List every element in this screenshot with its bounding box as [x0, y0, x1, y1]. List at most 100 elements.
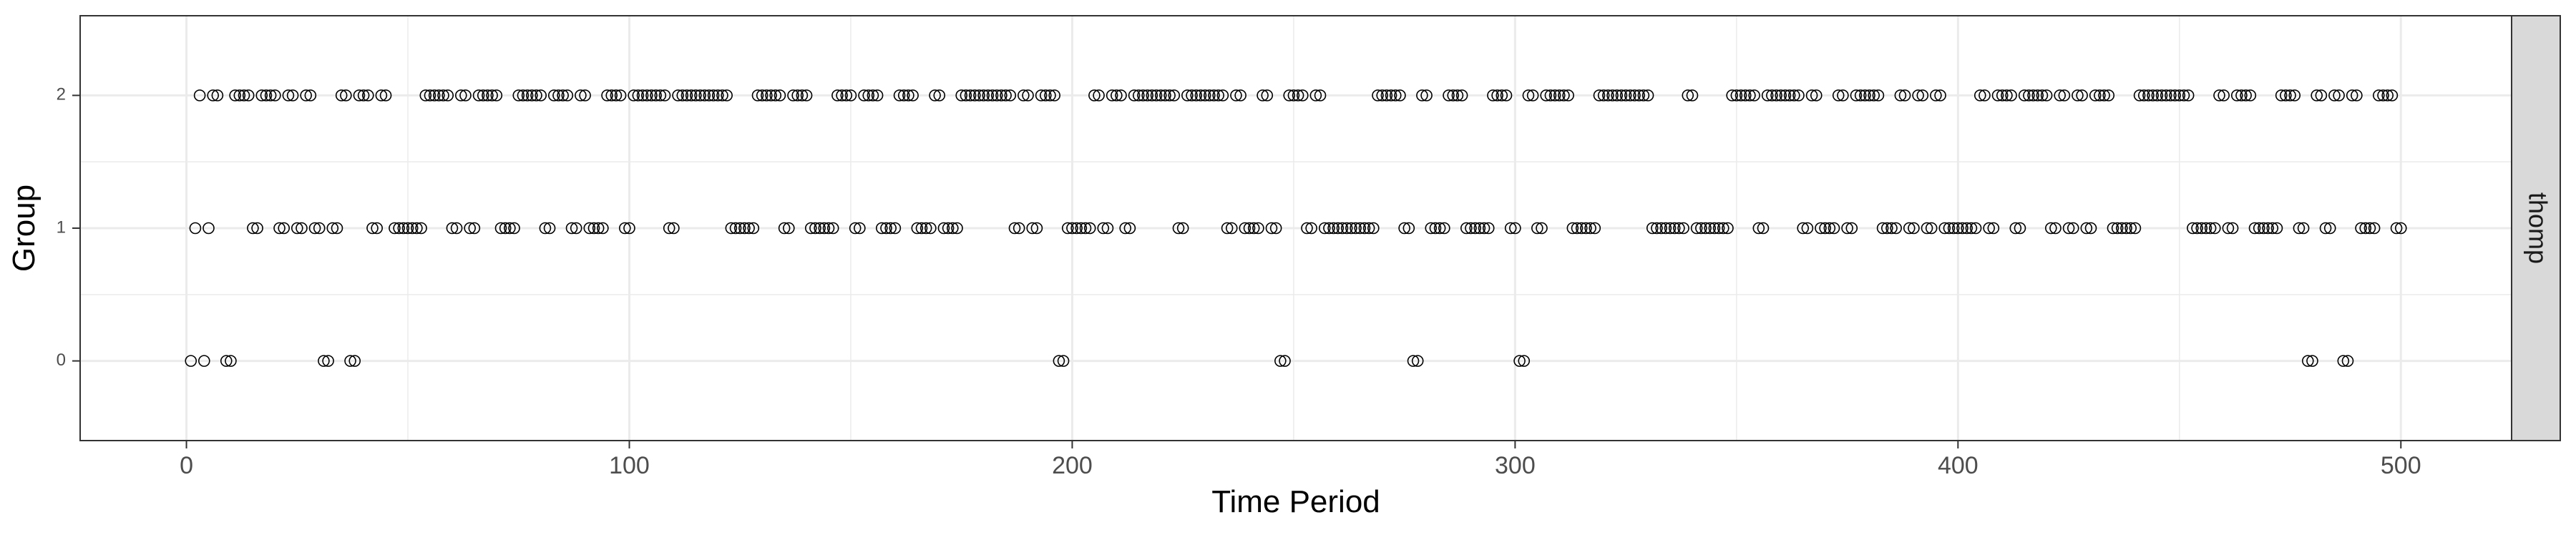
data-point	[1376, 89, 1388, 102]
data-point	[2005, 89, 2017, 102]
data-point	[964, 89, 977, 102]
data-point	[800, 89, 813, 102]
data-point	[504, 222, 516, 235]
data-point	[858, 89, 870, 102]
data-point	[1380, 89, 1393, 102]
data-point	[2368, 222, 2381, 235]
data-point	[1429, 222, 1442, 235]
data-point	[2386, 89, 2399, 102]
data-point	[1845, 222, 1858, 235]
data-point	[1367, 222, 1380, 235]
x-tick-label: 100	[609, 452, 650, 479]
data-point	[1938, 222, 1951, 235]
data-point	[1460, 222, 1473, 235]
data-point	[508, 222, 520, 235]
y-tick-label: 2	[57, 85, 66, 104]
data-point	[1894, 89, 1907, 102]
data-point	[1252, 222, 1264, 235]
y-tick-label: 1	[57, 217, 66, 237]
data-point	[1088, 89, 1101, 102]
data-point	[1079, 222, 1092, 235]
data-point	[446, 222, 459, 235]
data-point	[1407, 355, 1420, 367]
data-point	[2355, 222, 2367, 235]
data-point	[1815, 222, 1827, 235]
data-point	[1111, 89, 1123, 102]
data-point	[902, 89, 914, 102]
data-point	[1593, 89, 1606, 102]
data-point	[632, 89, 645, 102]
data-point	[919, 222, 932, 235]
data-point	[468, 222, 481, 235]
data-point	[645, 89, 658, 102]
data-point	[1584, 222, 1596, 235]
data-point	[415, 222, 427, 235]
data-point	[2173, 89, 2186, 102]
data-point	[854, 222, 866, 235]
data-point	[809, 222, 821, 235]
data-point	[1558, 89, 1570, 102]
data-point	[982, 89, 995, 102]
data-point	[884, 222, 897, 235]
data-point	[375, 89, 388, 102]
data-point	[2018, 89, 2031, 102]
data-point	[1416, 89, 1428, 102]
data-point	[570, 222, 582, 235]
data-point	[1859, 89, 1871, 102]
data-point	[1854, 89, 1867, 102]
data-point	[2014, 222, 2026, 235]
data-point	[747, 222, 760, 235]
data-point	[1730, 89, 1743, 102]
data-point	[335, 89, 348, 102]
data-point	[783, 222, 795, 235]
data-point	[362, 89, 374, 102]
data-point	[1159, 89, 1171, 102]
data-point	[389, 222, 401, 235]
data-point	[915, 222, 928, 235]
data-point	[512, 89, 525, 102]
data-point	[1544, 89, 1557, 102]
data-point	[1496, 89, 1508, 102]
data-point	[2306, 355, 2318, 367]
data-point	[2001, 89, 2013, 102]
x-axis: 0 100 200 300 400 500	[180, 441, 2421, 479]
data-point	[1048, 89, 1060, 102]
data-point	[1261, 89, 1274, 102]
data-point	[1509, 222, 1521, 235]
data-point	[1571, 222, 1584, 235]
data-point	[601, 89, 613, 102]
data-point	[1491, 89, 1503, 102]
data-point	[2209, 222, 2221, 235]
data-point	[2390, 222, 2403, 235]
data-point	[282, 89, 295, 102]
data-point	[2195, 222, 2208, 235]
data-point	[2120, 222, 2132, 235]
data-point	[1792, 89, 1805, 102]
data-point	[2280, 89, 2292, 102]
y-tick-label: 0	[57, 350, 66, 370]
data-point	[787, 89, 799, 102]
data-point	[2275, 89, 2288, 102]
data-point	[1611, 89, 1624, 102]
data-point	[628, 89, 640, 102]
data-point	[2328, 89, 2341, 102]
data-point	[1097, 222, 1110, 235]
data-point	[937, 222, 950, 235]
data-point	[2076, 89, 2088, 102]
data-point	[220, 355, 233, 367]
data-point	[1770, 89, 1782, 102]
data-point	[1093, 89, 1105, 102]
data-point	[1309, 89, 1322, 102]
data-point	[765, 89, 777, 102]
data-point	[1008, 222, 1021, 235]
data-point	[1443, 89, 1455, 102]
data-point	[1965, 222, 1978, 235]
data-point	[189, 222, 202, 235]
data-point	[1991, 89, 2004, 102]
data-point	[2301, 355, 2314, 367]
data-point	[1026, 222, 1039, 235]
data-point	[1823, 222, 1836, 235]
data-point	[419, 89, 432, 102]
data-point	[318, 355, 330, 367]
